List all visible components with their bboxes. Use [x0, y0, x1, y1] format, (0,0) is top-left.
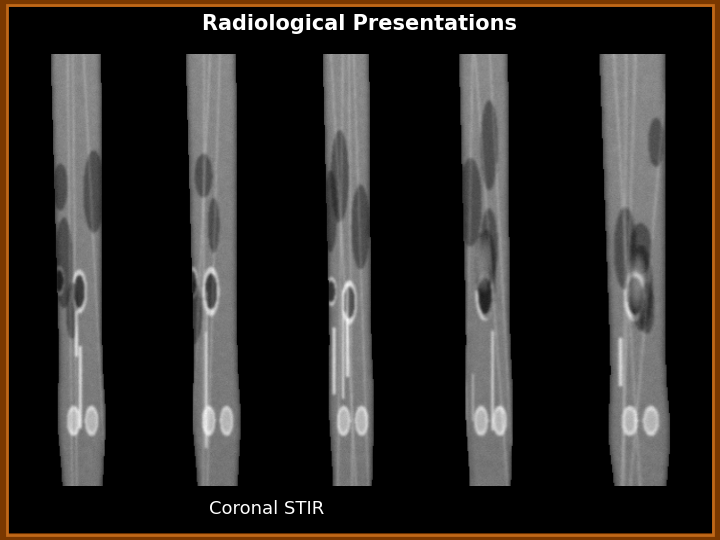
Text: Radiological Presentations: Radiological Presentations: [202, 14, 518, 35]
Text: Coronal STIR: Coronal STIR: [209, 500, 324, 518]
